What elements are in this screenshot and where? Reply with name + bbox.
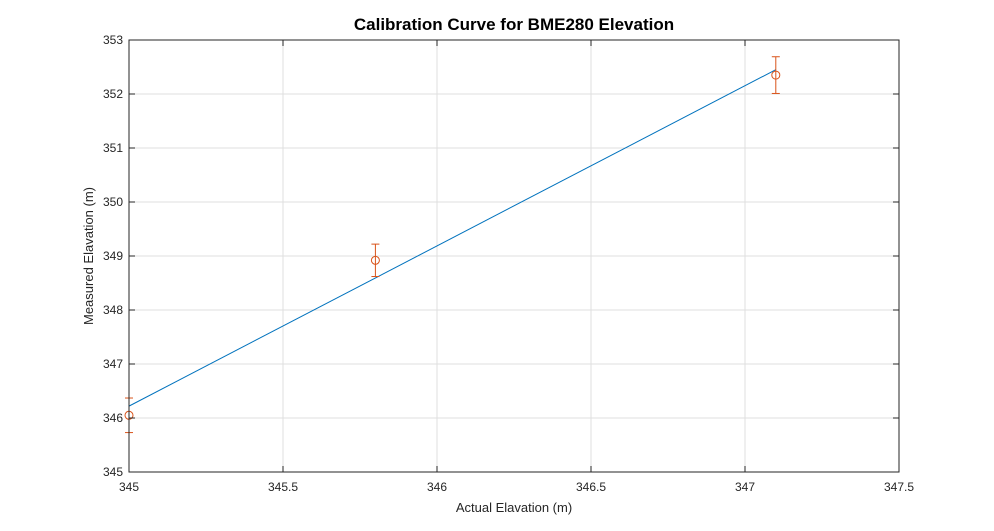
- x-tick-label: 345.5: [268, 480, 298, 494]
- data-point: [370, 243, 380, 278]
- x-tick-label: 345: [119, 480, 139, 494]
- y-tick-label: 353: [103, 33, 123, 47]
- y-tick-label: 347: [103, 357, 123, 371]
- y-tick-label: 346: [103, 411, 123, 425]
- y-tick-label: 352: [103, 87, 123, 101]
- ticks: 345 345.5 346 346.5 347 347.5 345 346 347 348 349 3…: [103, 33, 914, 494]
- y-tick-label: 348: [103, 303, 123, 317]
- y-tick-label: 349: [103, 249, 123, 263]
- data-marker: [370, 255, 380, 265]
- y-tick-label: 345: [103, 465, 123, 479]
- y-tick-label: 350: [103, 195, 123, 209]
- fit-line: [128, 69, 777, 407]
- y-tick-label: 351: [103, 141, 123, 155]
- x-axis-label: Actual Elavation (m): [456, 500, 572, 515]
- x-tick-label: 347: [735, 480, 755, 494]
- data-marker: [771, 70, 781, 80]
- y-axis-label: Measured Elavation (m): [81, 187, 96, 325]
- chart-title: Calibration Curve for BME280 Elevation: [354, 15, 674, 34]
- data-point: [771, 56, 781, 94]
- x-tick-label: 346: [427, 480, 447, 494]
- x-tick-label: 347.5: [884, 480, 914, 494]
- x-tick-label: 346.5: [576, 480, 606, 494]
